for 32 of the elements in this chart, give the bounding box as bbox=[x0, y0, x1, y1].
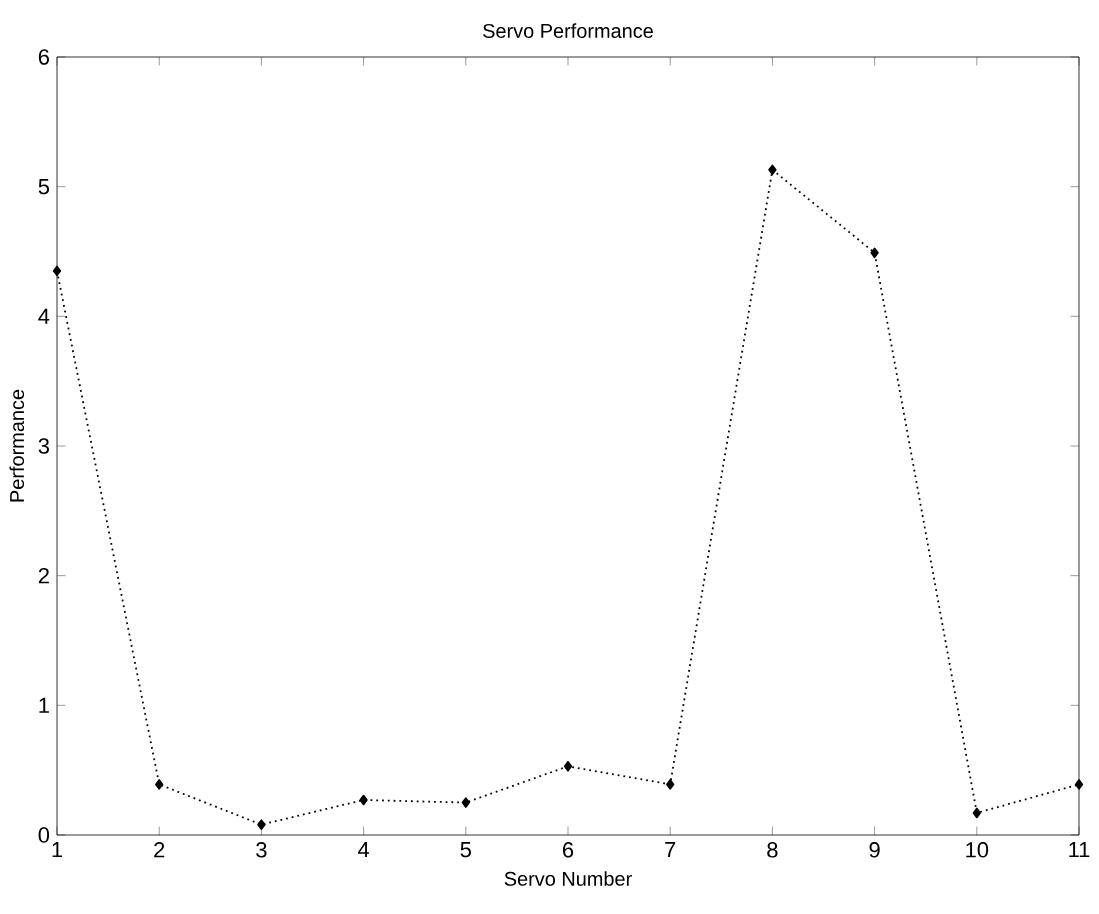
point bbox=[52, 265, 62, 277]
x-tick-label: 10 bbox=[966, 842, 989, 858]
point bbox=[1074, 779, 1084, 790]
point bbox=[461, 797, 470, 808]
y-axis-title: Performance bbox=[9, 389, 25, 502]
y-tick-label: 1 bbox=[39, 697, 49, 713]
y-tick-label: 0 bbox=[38, 827, 50, 843]
y-tick-label: 2 bbox=[38, 568, 49, 584]
y-tick-label: 6 bbox=[38, 49, 49, 65]
point bbox=[563, 760, 573, 772]
point bbox=[155, 779, 164, 790]
y-tick-label: 3 bbox=[38, 438, 49, 454]
x-tick-label: 6 bbox=[563, 842, 574, 858]
x-tick-label: 3 bbox=[256, 842, 267, 858]
chart-title: Servo Performance bbox=[483, 23, 653, 38]
point bbox=[870, 247, 879, 259]
point bbox=[972, 807, 981, 819]
x-tick-label: 5 bbox=[460, 842, 471, 858]
x-tick-label: 8 bbox=[767, 842, 778, 858]
x-tick-label: 11 bbox=[1069, 842, 1090, 858]
x-tick-label: 4 bbox=[358, 842, 370, 858]
point bbox=[666, 779, 675, 790]
point bbox=[768, 164, 777, 176]
point bbox=[359, 794, 368, 806]
x-axis-title: Servo Number bbox=[504, 871, 632, 886]
y-tick-label: 5 bbox=[38, 179, 50, 195]
x-tick-label: 1 bbox=[52, 842, 63, 858]
x-tick-label: 7 bbox=[665, 842, 676, 858]
y-tick-label: 4 bbox=[38, 308, 50, 324]
point bbox=[257, 819, 266, 830]
x-tick-label: 2 bbox=[154, 842, 165, 858]
x-tick-label: 9 bbox=[869, 842, 880, 858]
